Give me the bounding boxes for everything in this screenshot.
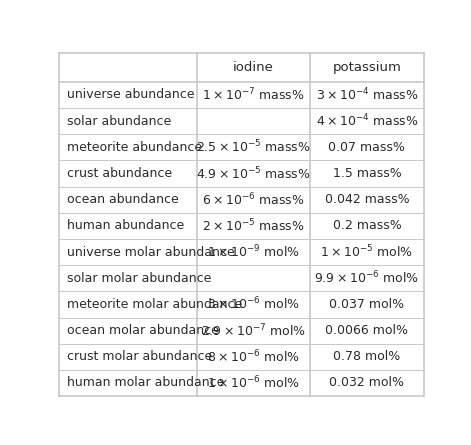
Text: meteorite molar abundance: meteorite molar abundance xyxy=(66,298,242,311)
Text: $4.9\times10^{-5}$ mass%: $4.9\times10^{-5}$ mass% xyxy=(196,165,311,182)
Text: potassium: potassium xyxy=(333,61,401,74)
Text: universe molar abundance: universe molar abundance xyxy=(66,246,234,259)
Text: 0.032 mol%: 0.032 mol% xyxy=(329,376,405,389)
Text: universe abundance: universe abundance xyxy=(66,89,194,101)
Text: $2\times10^{-5}$ mass%: $2\times10^{-5}$ mass% xyxy=(202,218,305,234)
Text: $8\times10^{-6}$ mol%: $8\times10^{-6}$ mol% xyxy=(207,348,300,365)
Text: iodine: iodine xyxy=(233,61,274,74)
Text: $1\times10^{-9}$ mol%: $1\times10^{-9}$ mol% xyxy=(207,244,300,260)
Text: $6\times10^{-6}$ mass%: $6\times10^{-6}$ mass% xyxy=(202,191,305,208)
Text: 0.042 mass%: 0.042 mass% xyxy=(325,193,409,206)
Text: 0.0066 mol%: 0.0066 mol% xyxy=(325,324,408,337)
Text: $1\times10^{-5}$ mol%: $1\times10^{-5}$ mol% xyxy=(320,244,414,260)
Text: human molar abundance: human molar abundance xyxy=(66,376,224,389)
Text: $1\times10^{-6}$ mol%: $1\times10^{-6}$ mol% xyxy=(207,375,300,391)
Text: 0.78 mol%: 0.78 mol% xyxy=(333,350,400,363)
Text: $3\times10^{-6}$ mol%: $3\times10^{-6}$ mol% xyxy=(207,296,300,313)
Text: ocean abundance: ocean abundance xyxy=(66,193,179,206)
Text: 0.2 mass%: 0.2 mass% xyxy=(333,219,401,232)
Text: crust abundance: crust abundance xyxy=(66,167,172,180)
Text: human abundance: human abundance xyxy=(66,219,184,232)
Text: 0.037 mol%: 0.037 mol% xyxy=(329,298,405,311)
Text: solar abundance: solar abundance xyxy=(66,115,171,128)
Text: $1\times10^{-7}$ mass%: $1\times10^{-7}$ mass% xyxy=(202,87,305,103)
Text: ocean molar abundance: ocean molar abundance xyxy=(66,324,219,337)
Text: $2.5\times10^{-5}$ mass%: $2.5\times10^{-5}$ mass% xyxy=(196,139,311,156)
Text: $3\times10^{-4}$ mass%: $3\times10^{-4}$ mass% xyxy=(316,87,418,103)
Text: $9.9\times10^{-6}$ mol%: $9.9\times10^{-6}$ mol% xyxy=(315,270,420,287)
Text: 0.07 mass%: 0.07 mass% xyxy=(328,141,406,154)
Text: crust molar abundance: crust molar abundance xyxy=(66,350,212,363)
Text: meteorite abundance: meteorite abundance xyxy=(66,141,202,154)
Text: $2.9\times10^{-7}$ mol%: $2.9\times10^{-7}$ mol% xyxy=(201,322,306,339)
Text: $4\times10^{-4}$ mass%: $4\times10^{-4}$ mass% xyxy=(316,113,418,129)
Text: 1.5 mass%: 1.5 mass% xyxy=(333,167,401,180)
Text: solar molar abundance: solar molar abundance xyxy=(66,272,211,285)
